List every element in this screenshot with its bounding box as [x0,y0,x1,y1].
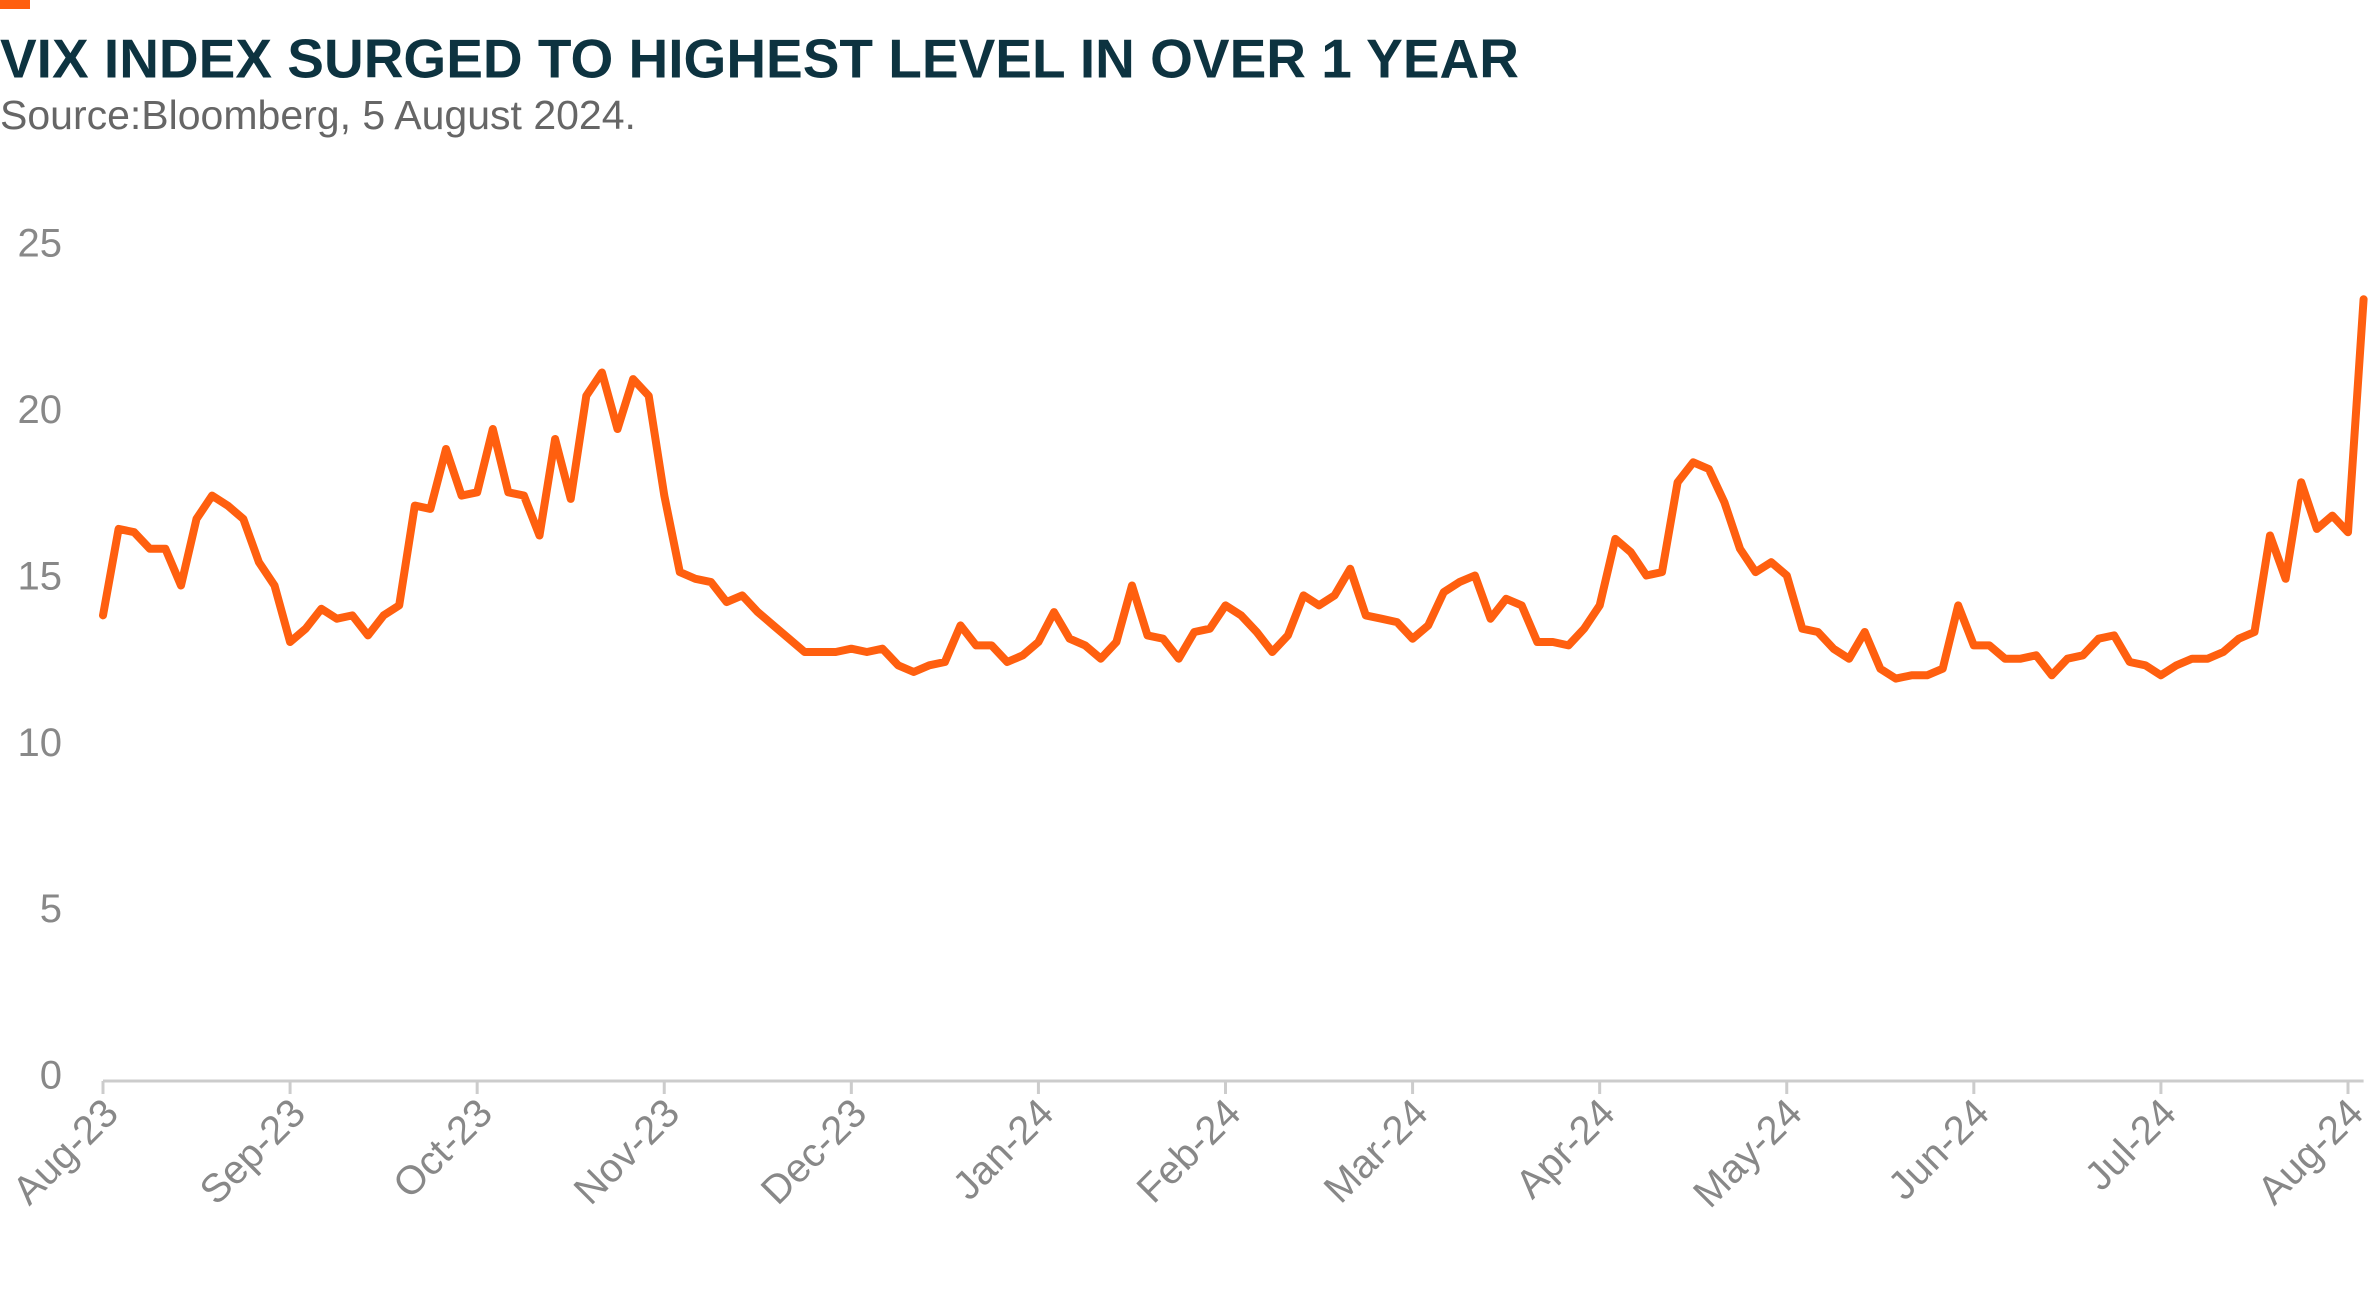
y-tick-label: 20 [18,388,63,432]
y-tick-label: 10 [18,721,63,765]
x-tick-label: Mar-24 [1316,1091,1437,1212]
data-line [99,295,2368,683]
y-tick-label: 25 [18,222,63,266]
x-tick-label: Aug-23 [5,1091,127,1213]
x-tick-label: Jul-24 [2077,1091,2185,1199]
x-tick-label: Feb-24 [1129,1091,1250,1212]
chart-subtitle: Source:Bloomberg, 5 August 2024. [0,92,636,138]
chart-title: VIX INDEX SURGED TO HIGHEST LEVEL IN OVE… [0,28,1519,90]
y-tick-label: 5 [40,887,62,931]
x-tick-label: Aug-24 [2250,1091,2368,1213]
x-tick-label: Apr-24 [1507,1091,1623,1207]
y-tick-label: 0 [40,1054,62,1098]
x-tick-label: May-24 [1685,1091,1810,1216]
x-tick-label: Jan-24 [945,1091,1063,1209]
accent-bar [0,0,30,9]
x-tick-label: Sep-23 [192,1091,314,1213]
y-tick-label: 15 [18,554,63,598]
x-tick-label: Dec-23 [753,1091,875,1213]
x-tick-label: Jun-24 [1880,1091,1998,1209]
x-tick-label: Oct-23 [385,1091,501,1207]
x-tick-label: Nov-23 [566,1091,688,1213]
